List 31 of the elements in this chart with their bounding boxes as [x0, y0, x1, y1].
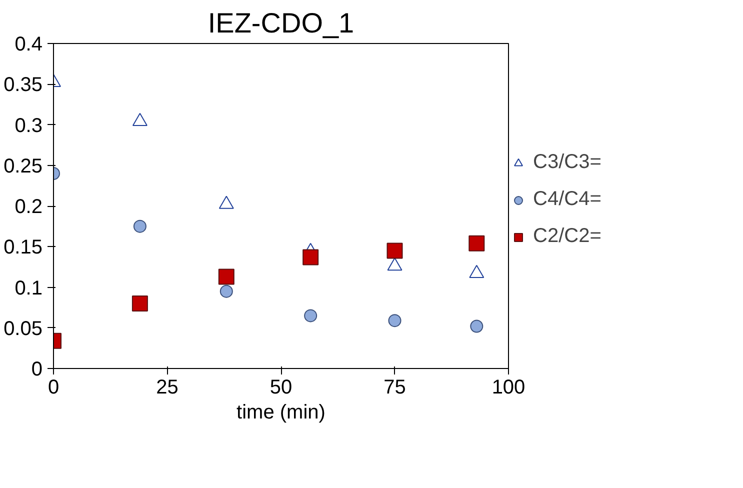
x-tick-label: 50: [270, 376, 292, 398]
point: [468, 235, 485, 252]
y-tick-label: 0: [31, 358, 42, 380]
point: [388, 314, 402, 328]
y-tick-label: 0.35: [4, 74, 43, 96]
point: [133, 220, 146, 233]
legend-label: C3/C3=: [533, 151, 602, 174]
y-tick-label: 0.1: [14, 277, 43, 300]
x-axis-title: time (min): [236, 402, 326, 424]
point: [470, 320, 484, 333]
point: [132, 296, 148, 312]
point: [218, 196, 234, 209]
point: [218, 268, 234, 285]
legend-label: C4/C4=: [533, 188, 602, 211]
y-tick-label: 0.4: [14, 34, 43, 56]
point: [304, 309, 318, 322]
x-tick-label: 100: [492, 376, 526, 398]
x-tick-label: 75: [384, 376, 406, 398]
x-tick-label: 0: [48, 376, 60, 398]
y-tick-label: 0.15: [4, 236, 43, 259]
legend-label: C2/C2=: [533, 225, 602, 248]
chart-title: IEZ-CDO_1: [208, 8, 354, 38]
point: [302, 249, 319, 266]
y-tick-label: 0.05: [4, 318, 43, 340]
y-tick-label: 0.25: [4, 155, 43, 178]
point: [132, 112, 148, 126]
y-tick-label: 0.2: [14, 196, 43, 218]
x-tick-label: 25: [156, 376, 178, 398]
point: [220, 284, 233, 298]
point: [386, 242, 403, 259]
y-tick-label: 0.3: [14, 114, 43, 137]
